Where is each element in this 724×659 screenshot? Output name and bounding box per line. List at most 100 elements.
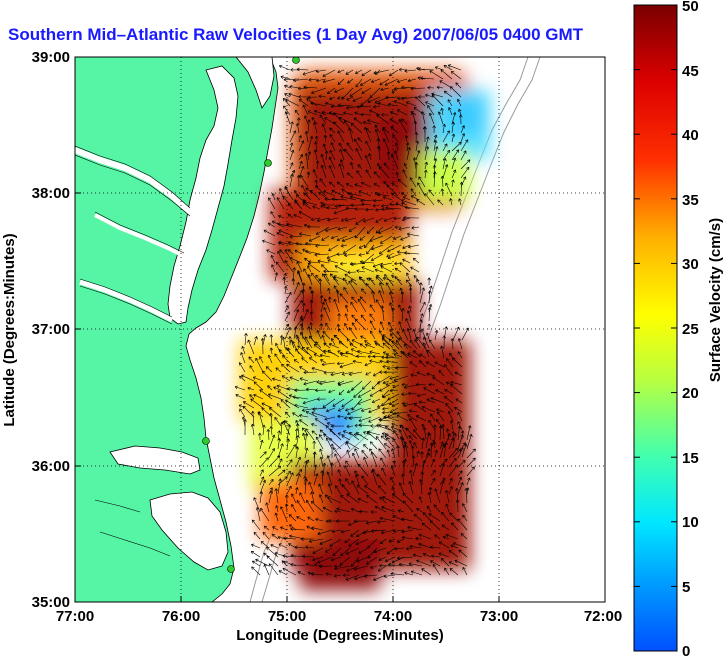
velocity-arrow [375, 276, 385, 286]
velocity-arrow [337, 328, 349, 340]
velocity-arrow [341, 398, 354, 408]
velocity-arrow [330, 273, 340, 286]
velocity-arrow [378, 418, 391, 422]
velocity-arrow [340, 495, 351, 504]
velocity-arrow [426, 398, 436, 404]
velocity-arrow [461, 443, 468, 458]
velocity-arrow [260, 507, 270, 522]
velocity-arrow [436, 408, 445, 413]
velocity-arrow [269, 407, 282, 418]
velocity-arrow [320, 470, 325, 486]
velocity-arrow [393, 216, 402, 221]
velocity-arrow [345, 478, 351, 486]
velocity-arrow [424, 161, 428, 170]
velocity-arrow [327, 296, 332, 304]
velocity-arrow [430, 545, 441, 549]
velocity-arrow [406, 310, 412, 322]
potomac-river [75, 147, 192, 215]
velocity-arrow [358, 190, 372, 197]
velocity-arrow [427, 323, 431, 331]
velocity-arrow [398, 119, 408, 134]
velocity-arrow [373, 371, 381, 377]
velocity-arrow [345, 547, 360, 555]
velocity-arrow [439, 458, 448, 468]
velocity-arrow [344, 538, 351, 543]
velocity-arrow [333, 208, 348, 215]
velocity-arrow [313, 109, 327, 116]
velocity-arrow [313, 344, 327, 355]
velocity-arrow [428, 513, 441, 522]
velocity-arrow [419, 287, 425, 304]
velocity-arrow [440, 107, 444, 116]
velocity-arrow [286, 444, 296, 459]
velocity-arrow [307, 225, 321, 229]
velocity-arrow [283, 285, 288, 295]
velocity-arrow [328, 244, 339, 252]
velocity-arrow [307, 119, 311, 134]
velocity-arrow [243, 418, 247, 436]
velocity-arrow [293, 300, 303, 313]
velocity-arrow [253, 381, 264, 391]
velocity-arrow [350, 203, 363, 208]
velocity-arrow [276, 403, 282, 409]
velocity-arrow [379, 538, 387, 544]
velocity-arrow [311, 367, 327, 373]
velocity-arrow [274, 488, 279, 504]
velocity-arrow [457, 476, 463, 486]
velocity-arrow [273, 386, 282, 391]
velocity-arrow [324, 416, 336, 421]
velocity-arrow [310, 491, 315, 504]
colorbar-tick-label: 50 [682, 0, 699, 15]
velocity-arrow [378, 166, 390, 179]
colorbar-tick-label: 25 [682, 321, 699, 338]
velocity-arrow [445, 490, 450, 504]
velocity-arrow [466, 448, 476, 459]
velocity-arrow [410, 445, 415, 459]
velocity-arrow [329, 134, 336, 143]
velocity-arrow [389, 302, 394, 313]
velocity-arrow [352, 96, 363, 102]
velocity-arrow [311, 272, 322, 286]
velocity-arrow [259, 469, 264, 477]
velocity-arrow [352, 359, 363, 364]
velocity-arrow [413, 350, 421, 358]
velocity-arrow [338, 163, 345, 179]
velocity-arrow [327, 87, 336, 94]
velocity-arrow [379, 516, 396, 522]
velocity-arrow [251, 566, 261, 576]
velocity-arrow [427, 85, 435, 90]
velocity-arrow [401, 217, 411, 222]
velocity-arrow [299, 492, 306, 504]
velocity-arrow [442, 143, 448, 152]
velocity-arrow [424, 101, 435, 107]
velocity-arrow [439, 480, 445, 495]
velocity-arrow [398, 337, 412, 349]
velocity-arrow [380, 457, 387, 468]
velocity-arrow [373, 69, 390, 75]
velocity-arrow [321, 264, 330, 273]
velocity-arrow [379, 384, 391, 392]
velocity-arrow [311, 430, 318, 436]
velocity-arrow [309, 311, 314, 322]
velocity-arrow [423, 126, 427, 142]
velocity-arrow [402, 329, 409, 341]
velocity-arrow [276, 197, 285, 210]
velocity-arrow [268, 479, 274, 486]
velocity-arrow [350, 122, 363, 134]
velocity-arrow [449, 568, 459, 576]
velocity-arrow [333, 112, 345, 125]
velocity-arrow [307, 135, 314, 152]
velocity-arrow [297, 571, 306, 576]
velocity-arrow [278, 229, 294, 237]
velocity-arrow [242, 401, 255, 409]
velocity-arrow [407, 244, 420, 249]
velocity-arrow [457, 447, 464, 459]
velocity-arrow [386, 359, 399, 364]
velocity-arrow [282, 554, 297, 558]
velocity-arrow [313, 473, 319, 486]
colorbar-tick-label: 45 [682, 63, 699, 80]
velocity-arrow [241, 374, 255, 382]
y-tick-label: 36:00 [32, 458, 70, 475]
velocity-arrow [361, 407, 372, 412]
velocity-arrow [268, 448, 275, 459]
